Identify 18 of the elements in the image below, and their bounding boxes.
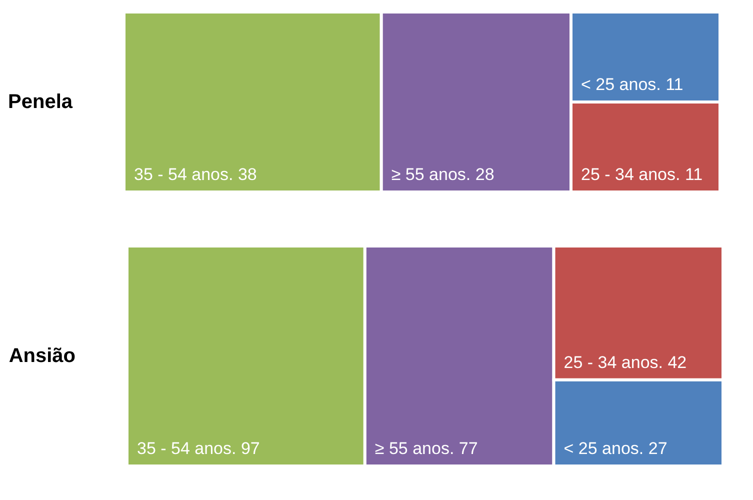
data-label: 27 <box>648 439 668 458</box>
category-label: 25 - 34 anos. <box>581 165 680 184</box>
category-label: 25 - 34 anos. <box>564 352 664 372</box>
text: Penela <box>8 91 74 113</box>
text: Ansião <box>8 345 76 367</box>
category-label: ≥ 55 anos. <box>391 165 471 184</box>
category-label: 35 - 54 anos. <box>137 439 236 458</box>
data-label: 97 <box>240 439 260 458</box>
data-label: 77 <box>458 439 478 458</box>
category-label: ≥ 55 anos. <box>374 439 454 458</box>
category-label: < 25 anos. <box>581 75 661 94</box>
data-label: 42 <box>668 352 687 372</box>
category-label: < 25 anos. <box>564 439 644 458</box>
data-label: 11 <box>666 75 684 94</box>
data-label: 11 <box>684 165 703 184</box>
category-label: 35 - 54 anos. <box>134 165 234 184</box>
data-label: 38 <box>238 165 257 184</box>
data-label: 28 <box>475 165 494 184</box>
